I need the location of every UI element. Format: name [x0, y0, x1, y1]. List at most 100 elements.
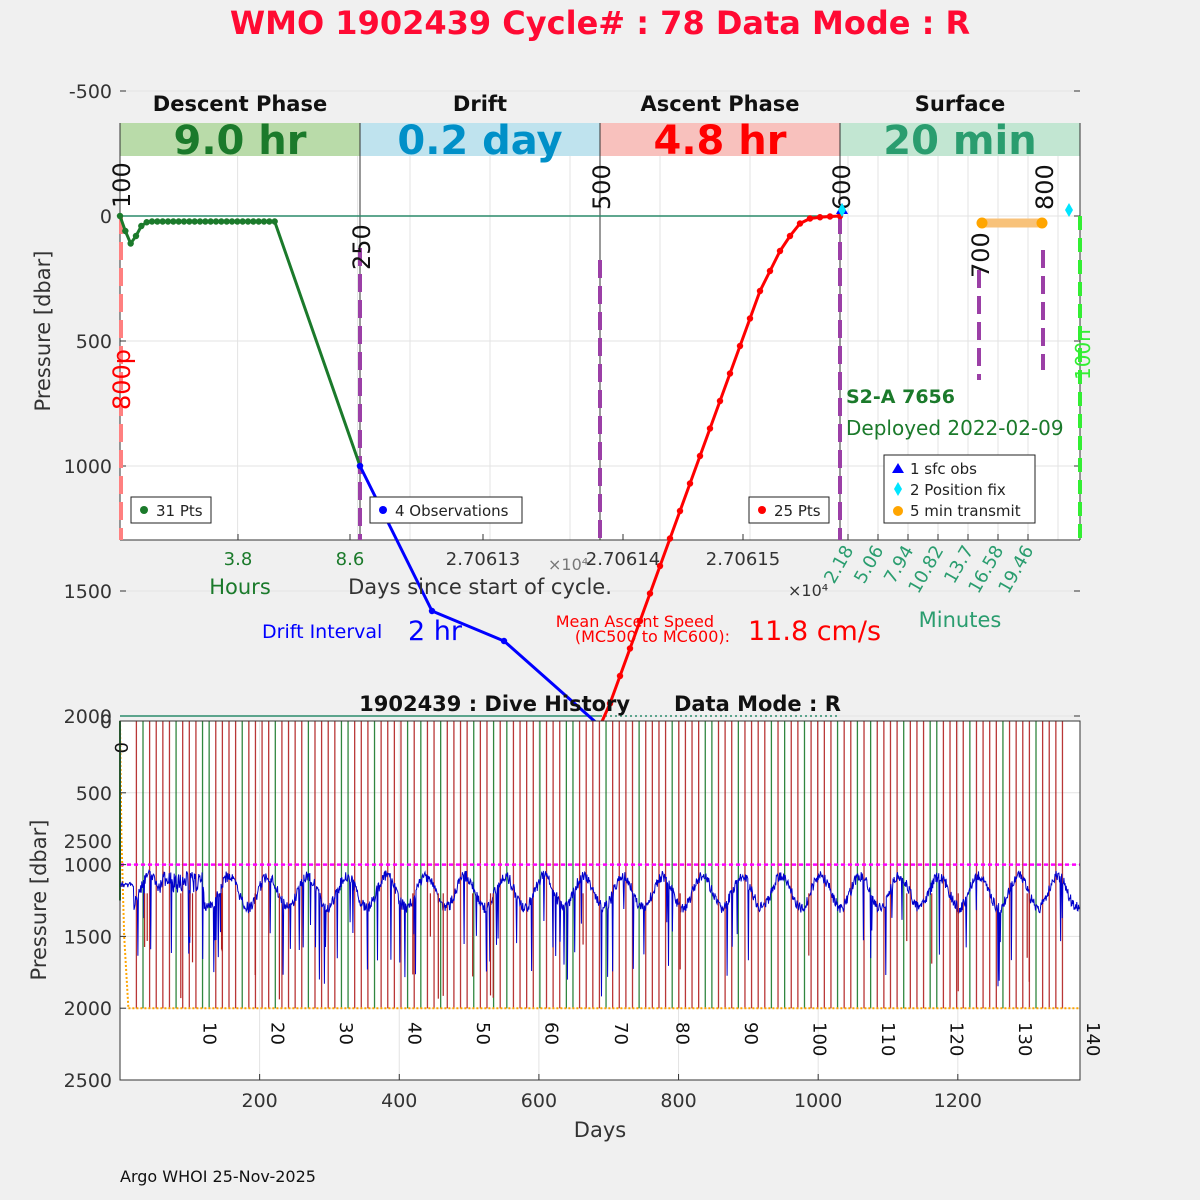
descent-legend: 31 Pts	[130, 496, 212, 524]
transmit-marker	[893, 506, 903, 516]
transmit-start-point	[976, 217, 988, 229]
ascent-point-12	[716, 397, 724, 405]
sfc-obs-marker	[892, 463, 904, 473]
history-y-tick-5: 2500	[64, 1070, 112, 1092]
history-cycle-label-11: 110	[877, 1022, 898, 1056]
ascent-point-20	[796, 220, 804, 227]
phase-duration-surface: 20 min	[883, 118, 1036, 164]
history-y-tick-1: 500	[76, 783, 112, 805]
history-x-tick-1: 400	[381, 1090, 417, 1112]
history-x-tick-3: 800	[660, 1090, 696, 1112]
history-y-tick-3: 1500	[64, 926, 112, 948]
history-cycle-label-9: 90	[740, 1022, 761, 1045]
history-cycle-label-1: 10	[198, 1022, 219, 1045]
surface-legend-label-2: 2 Position fix	[910, 481, 1006, 499]
descent-point-11	[175, 218, 182, 225]
days-tick-2: 2.70615	[706, 549, 780, 570]
history-y-label: Pressure [dbar]	[27, 820, 51, 981]
history-x-tick-4: 1000	[794, 1090, 842, 1112]
float-type-label: S2-A 7656	[846, 386, 955, 408]
ascent-point-21	[806, 215, 814, 222]
ascent-legend-label: 25 Pts	[774, 502, 821, 520]
descent-point-20	[223, 218, 230, 225]
history-cycle-label-13: 130	[1014, 1022, 1035, 1056]
transmit-end-point	[1036, 217, 1048, 229]
ascent-point-3	[626, 645, 634, 652]
phase-label-surface: Surface	[915, 92, 1005, 116]
history-y-tick-4: 2000	[64, 998, 112, 1020]
descent-point-9	[164, 218, 172, 225]
descent-point-0	[116, 212, 124, 220]
reference-lines	[120, 215, 840, 717]
drift-interval-label: Drift Interval	[262, 621, 382, 643]
descent-point-16	[202, 218, 209, 225]
days-exponent-label: ×10⁴	[548, 555, 588, 574]
history-cycle-label-5: 50	[472, 1022, 493, 1045]
ascent-point-5	[646, 590, 654, 597]
drift-legend-label: 4 Observations	[395, 502, 509, 520]
descent-point-7	[154, 218, 161, 225]
history-x-tick-5: 1200	[934, 1090, 982, 1112]
descent-point-12	[180, 218, 188, 225]
days-tick-0: 2.70613	[446, 549, 520, 570]
drift-legend-marker	[379, 506, 387, 514]
descent-point-26	[255, 218, 262, 225]
ascent-point-11	[706, 425, 714, 432]
history-ticks: 0 500 1000 1500 2000 2500 200 400 600 800 1000 1200	[64, 711, 982, 1112]
ascent-point-23	[826, 213, 834, 220]
deployed-label: Deployed 2022-02-09	[846, 416, 1064, 440]
phase-label-drift: Drift	[453, 92, 507, 116]
phase-labels: Descent Phase Drift Ascent Phase Surface	[153, 92, 1005, 116]
history-cycle-label-12: 120	[945, 1022, 966, 1056]
phase-duration-drift: 0.2 day	[397, 118, 562, 164]
history-y-tick-2: 1000	[64, 855, 112, 877]
descent-legend-marker	[140, 506, 148, 514]
ascent-point-19	[786, 232, 794, 240]
phase-banner-drift	[360, 123, 600, 156]
phase-banner-surface	[840, 123, 1080, 156]
cycle-y-tick-2: 500	[76, 331, 112, 353]
mission-markers: 100 250 500 600 700 800 800p 100n	[108, 162, 1095, 540]
descent-point-22	[234, 218, 241, 225]
descent-point-10	[170, 218, 177, 225]
cycle-y-tick-1: 0	[100, 206, 112, 228]
surface-legend-box	[883, 454, 1036, 524]
descent-point-21	[228, 218, 236, 225]
ascent-point-18	[776, 247, 784, 255]
history-lines	[119, 720, 1081, 1010]
mc100-label: 100	[108, 162, 136, 208]
mc-last-label: 100n	[1071, 329, 1095, 380]
cycle-panel: 9.0 hr 0.2 day 4.8 hr 20 min Descent Phase D…	[31, 81, 1095, 853]
history-x-tick-0: 200	[242, 1090, 278, 1112]
ascent-point-14	[736, 342, 744, 350]
descent-point-2	[127, 240, 134, 247]
phase-label-ascent: Ascent Phase	[641, 92, 800, 116]
descent-point-17	[207, 218, 214, 225]
surface-legend-label-3: 5 min transmit	[910, 502, 1021, 520]
descent-point-18	[212, 218, 220, 225]
phase-duration-ascent: 4.8 hr	[654, 118, 787, 164]
hours-tick-1: 8.6	[336, 549, 365, 570]
cycle-y-tick-4: 1500	[64, 581, 112, 603]
drift-point-2	[500, 637, 508, 645]
descent-point-13	[186, 218, 193, 225]
cycle-y-tick-0: -500	[69, 81, 112, 103]
ascent-point-1	[606, 700, 614, 707]
ascent-point-9	[686, 480, 694, 487]
descent-point-15	[196, 218, 204, 225]
cycle-y-label: Pressure [dbar]	[31, 251, 55, 412]
history-cycle-label-3: 30	[335, 1022, 356, 1045]
days-tick-1: 2.70614	[586, 549, 660, 570]
park-pressure-label: 800p	[108, 349, 136, 410]
ascent-point-8	[676, 507, 684, 515]
dive-history-title: 1902439 : Dive History Data Mode : R	[359, 692, 841, 716]
cycle-y-tick-5: 2000	[64, 706, 112, 728]
descent-point-29	[271, 218, 278, 225]
drift-point-0	[356, 462, 364, 470]
ascent-point-6	[656, 562, 664, 570]
cycle-x-axes: 3.8 8.6 2.70613 2.70614 2.70615 2.185.067.941…	[224, 534, 1038, 597]
days-exponent-label-2: ×10⁴	[788, 581, 828, 600]
surface-events	[836, 203, 1073, 229]
